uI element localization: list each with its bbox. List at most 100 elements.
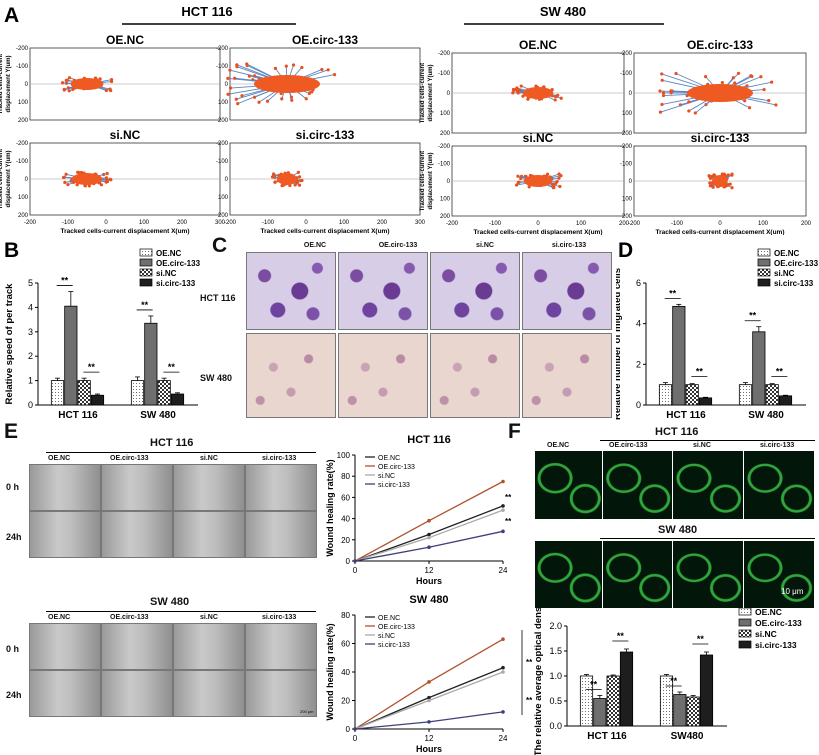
y-tick-label: 0 <box>629 91 633 97</box>
y-tick-label: -200 <box>216 46 229 52</box>
trajectory-cluster <box>70 78 104 90</box>
y-tick-label: 200 <box>218 118 229 124</box>
panel-e-row-24h-sw: 24h <box>6 690 22 700</box>
trajectory-endpoint <box>326 68 330 72</box>
fluorescence-image <box>603 541 672 608</box>
y-tick-label: 100 <box>218 100 229 106</box>
y-tick-label: 1.5 <box>549 646 562 656</box>
y-tick-label: 0 <box>636 400 641 410</box>
y-tick-label: -200 <box>438 144 451 150</box>
panel-f-col-oenc: OE.NC <box>547 442 570 449</box>
legend-label: si.circ-133 <box>755 640 797 650</box>
trajectory-endpoint <box>527 185 531 189</box>
y-tick-label: 40 <box>341 668 350 677</box>
bar <box>685 384 699 406</box>
x-tick-label: -200 <box>446 221 459 227</box>
trajectory-endpoint <box>63 180 67 184</box>
panel-f-scalebar: 10 μm <box>781 587 804 596</box>
legend-swatch <box>738 629 752 638</box>
trajectory-endpoint <box>770 80 774 84</box>
trajectory-endpoint <box>720 172 724 176</box>
trajectory-endpoint <box>516 180 520 185</box>
y-tick-label: -200 <box>216 141 229 147</box>
wound-image <box>29 623 101 670</box>
y-axis-label: Relative speed of per track <box>4 283 15 405</box>
data-point <box>501 504 505 508</box>
bar <box>619 651 634 727</box>
bar <box>90 394 105 406</box>
x-tick-label: 300 <box>415 220 426 226</box>
legend-swatch <box>139 248 153 257</box>
wound-image <box>101 623 173 670</box>
y-tick-label: 40 <box>341 515 350 524</box>
sig-label: ** <box>617 631 625 641</box>
bar <box>673 694 687 727</box>
trajectory-endpoint <box>79 170 84 175</box>
y-axis-label: Wound healing rate(%) <box>325 459 335 556</box>
trajectory-endpoint <box>552 185 556 189</box>
wound-image <box>29 670 101 717</box>
x-tick-label: 200 <box>619 221 630 227</box>
trajectory-endpoint <box>293 183 297 187</box>
y-tick-label: 100 <box>440 111 451 117</box>
trajectory-endpoint <box>236 102 240 106</box>
data-point <box>427 545 431 550</box>
x-tick-label: 100 <box>139 220 150 226</box>
y-axis-label: Tracked cells-current <box>0 54 4 114</box>
x-axis-label: Tracked cells-current displacement X(um) <box>61 228 190 235</box>
x-tick-label: 12 <box>425 566 434 575</box>
y-axis-label: Tracked cells-current <box>420 151 426 211</box>
y-tick-label: -200 <box>620 51 633 57</box>
x-tick-label: -200 <box>24 220 37 226</box>
trajectory-endpoint <box>762 87 766 92</box>
data-point <box>501 479 505 484</box>
legend-swatch <box>757 248 771 257</box>
bar <box>64 305 78 406</box>
legend-label: si.circ-133 <box>378 642 410 649</box>
y-tick-label: 20 <box>341 536 350 545</box>
wound-image <box>173 511 245 558</box>
trajectory-endpoint <box>98 77 102 81</box>
y-tick-label: 5 <box>28 278 33 288</box>
trajectory-endpoint <box>733 81 737 85</box>
panel-e: E HCT 116 OE.NC OE.circ-133 si.NC si.cir… <box>0 420 540 755</box>
wound-image <box>245 670 317 717</box>
trajectory-endpoint <box>708 174 712 179</box>
y-tick-label: 200 <box>18 118 29 124</box>
wound-image <box>245 511 317 558</box>
trajectory-endpoint <box>233 76 237 80</box>
bar <box>765 384 779 406</box>
y-tick-label: 0.0 <box>549 721 562 731</box>
panel-e-line-hct116 <box>46 452 316 453</box>
x-tick-label: 100 <box>339 220 350 226</box>
panel-e-title-hct116: HCT 116 <box>150 437 194 449</box>
trajectory-endpoint <box>76 170 81 174</box>
trajectory-endpoint <box>228 86 233 90</box>
trajectory-endpoint <box>300 65 304 70</box>
chart-title: HCT 116 <box>407 434 450 446</box>
trajectory-endpoint <box>66 182 70 187</box>
legend-label: OE.circ-133 <box>156 259 201 268</box>
legend-label: si.circ-133 <box>156 279 196 288</box>
fluorescence-image <box>673 451 743 519</box>
sig-label: ** <box>696 367 704 377</box>
x-tick-label: SW480 <box>671 731 704 742</box>
trajectory-endpoint <box>750 74 754 78</box>
trajectory-endpoint <box>557 176 561 180</box>
trajectory-endpoint <box>687 100 691 104</box>
sig-label: ** <box>505 493 512 502</box>
legend-label: OE.NC <box>378 615 400 622</box>
trajectory-endpoint <box>64 172 68 176</box>
trajectory-endpoint <box>711 174 715 178</box>
y-tick-label: 80 <box>341 472 350 481</box>
wound-image <box>101 670 173 717</box>
y-tick-label: 0 <box>447 91 451 97</box>
trajectory-endpoint <box>307 91 311 96</box>
data-point <box>501 665 505 670</box>
legend-label: si.NC <box>378 633 395 640</box>
trajectory-endpoint <box>515 183 519 187</box>
y-tick-label: 100 <box>440 197 451 203</box>
trajectory-endpoint <box>658 89 662 93</box>
transwell-image <box>246 252 336 330</box>
fluorescence-image <box>744 541 814 608</box>
